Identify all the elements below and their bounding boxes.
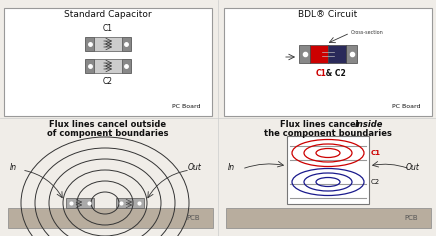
- Text: the component boundaries: the component boundaries: [264, 129, 392, 138]
- Bar: [299, 45, 310, 63]
- Bar: [94, 59, 122, 73]
- Text: Flux lines cancel: Flux lines cancel: [280, 120, 361, 129]
- Bar: [4, 8, 212, 116]
- Text: In: In: [10, 164, 17, 173]
- Text: Out: Out: [188, 164, 202, 173]
- Bar: [226, 208, 431, 228]
- Text: C1: C1: [316, 69, 327, 78]
- Bar: [116, 198, 144, 208]
- Bar: [8, 208, 213, 228]
- Text: PCB: PCB: [186, 215, 200, 221]
- Bar: [310, 45, 328, 63]
- Text: PC Board: PC Board: [171, 104, 200, 109]
- Bar: [122, 37, 131, 51]
- Text: Cross-section: Cross-section: [351, 30, 384, 34]
- Text: In: In: [228, 164, 235, 173]
- Text: of component boundaries: of component boundaries: [47, 129, 169, 138]
- Text: Standard Capacitor: Standard Capacitor: [64, 10, 152, 19]
- Text: PC Board: PC Board: [392, 104, 420, 109]
- Bar: [287, 136, 369, 204]
- Bar: [224, 8, 432, 116]
- Text: PCB: PCB: [404, 215, 418, 221]
- Bar: [122, 59, 131, 73]
- Text: BDL® Circuit: BDL® Circuit: [298, 10, 358, 19]
- Text: C2: C2: [371, 179, 380, 185]
- Text: & C2: & C2: [323, 69, 346, 78]
- Bar: [85, 59, 94, 73]
- Text: C2: C2: [103, 77, 113, 86]
- Text: C1: C1: [371, 150, 381, 156]
- Bar: [328, 45, 346, 63]
- Bar: [85, 37, 94, 51]
- Text: inside: inside: [355, 120, 383, 129]
- Bar: [94, 37, 122, 51]
- Text: C1: C1: [103, 24, 113, 33]
- Text: Flux lines cancel outside: Flux lines cancel outside: [49, 120, 167, 129]
- Bar: [346, 45, 357, 63]
- Bar: [66, 198, 94, 208]
- Text: Out: Out: [406, 164, 420, 173]
